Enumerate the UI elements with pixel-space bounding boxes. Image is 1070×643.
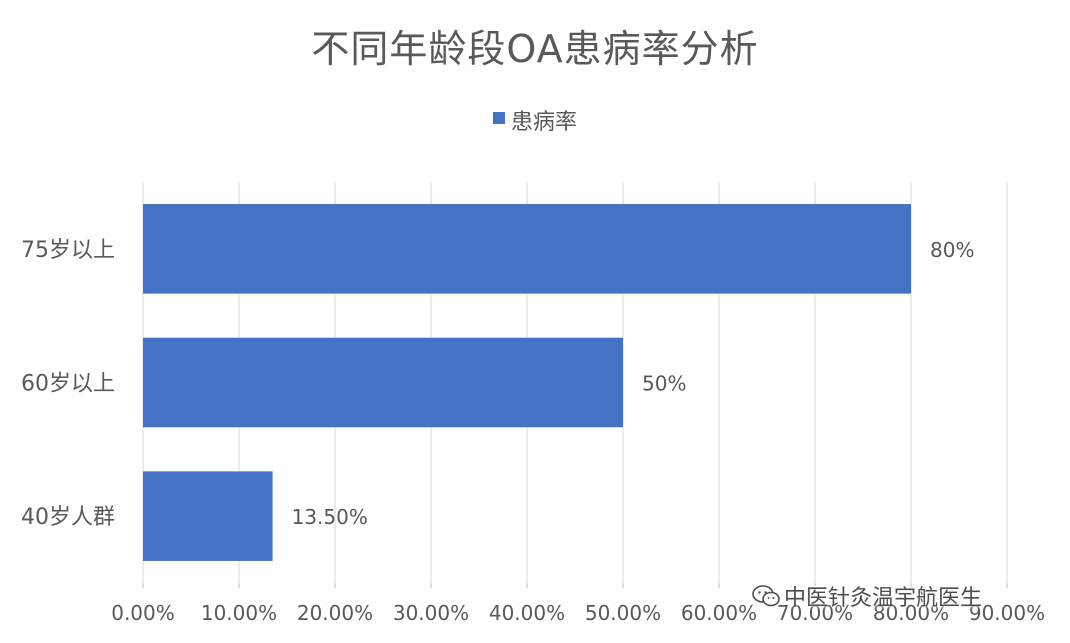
legend: 患病率	[0, 104, 1070, 136]
legend-label: 患病率	[510, 110, 577, 135]
legend-swatch	[492, 112, 505, 124]
x-tick-label: 20.00%	[297, 601, 373, 625]
x-tick-label: 40.00%	[489, 601, 565, 625]
bar	[143, 337, 623, 428]
data-label: 80%	[930, 238, 974, 262]
data-label: 13.50%	[292, 505, 368, 529]
bar	[143, 471, 273, 561]
x-tick-label: 50.00%	[585, 601, 661, 625]
x-tick-label: 60.00%	[681, 601, 757, 625]
bar	[143, 204, 911, 294]
category-label: 40岁人群	[21, 505, 115, 530]
x-tick-label: 80.00%	[873, 601, 949, 625]
watermark-text: 中医针灸温宇航医生	[784, 586, 983, 611]
x-tick-label: 0.00%	[111, 601, 175, 625]
chart-title: 不同年龄段OA患病率分析	[311, 27, 759, 71]
data-label: 50%	[642, 372, 686, 396]
x-tick-label: 70.00%	[777, 601, 853, 625]
watermark: 中医针灸温宇航医生	[752, 580, 982, 613]
x-tick-label: 30.00%	[393, 601, 469, 625]
category-label: 60岁以上	[21, 372, 115, 397]
x-tick-label: 10.00%	[201, 601, 277, 625]
x-tick-label: 90.00%	[969, 601, 1045, 625]
category-label: 75岁以上	[21, 238, 115, 263]
wechat-icon	[752, 585, 780, 613]
